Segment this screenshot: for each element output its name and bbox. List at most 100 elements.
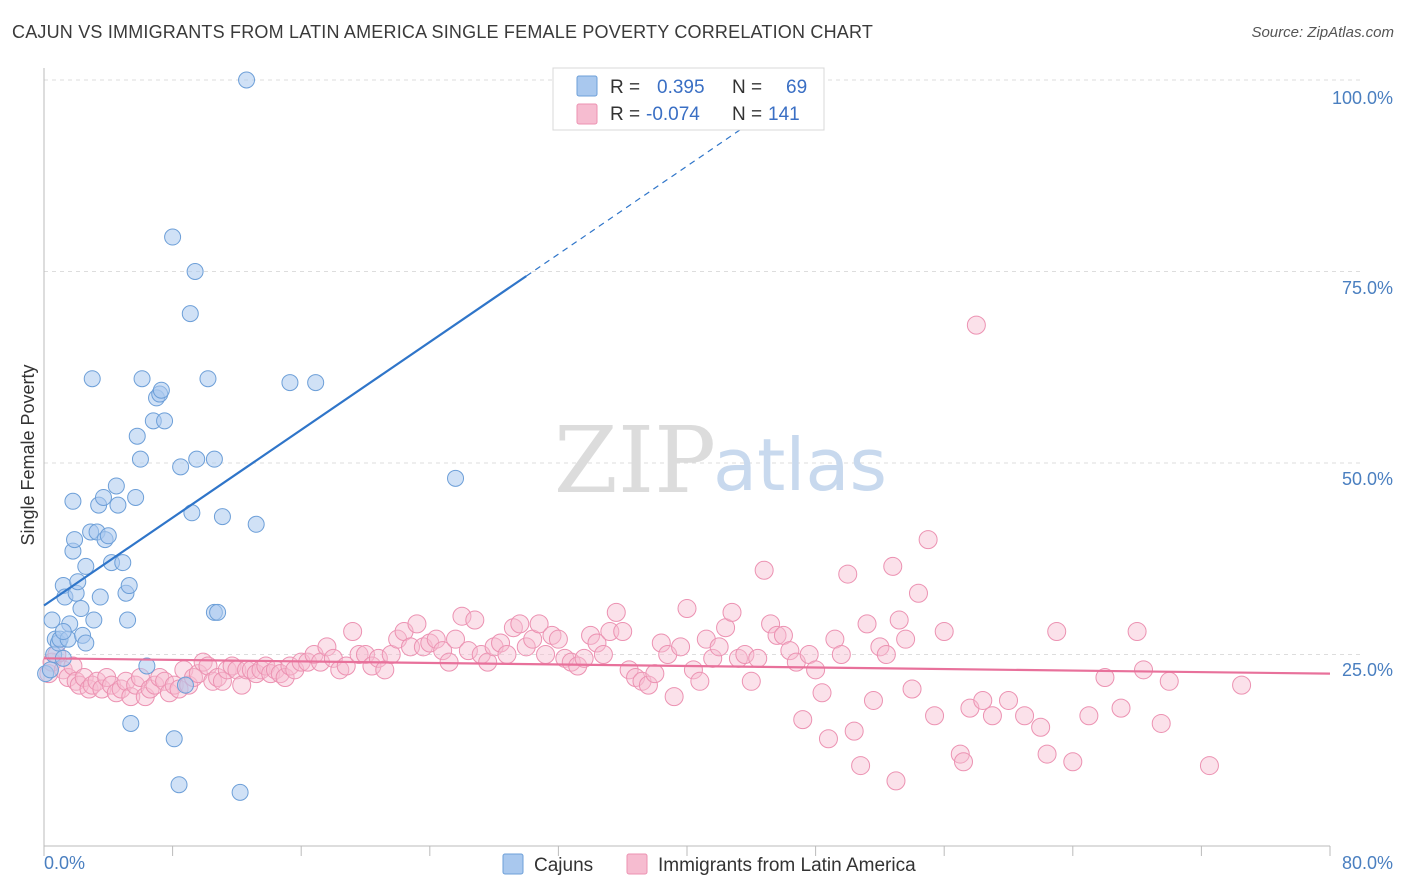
latin-point: [934, 622, 954, 642]
latin-point: [343, 622, 363, 642]
latin-point: [982, 706, 1002, 726]
y-tick-25: 25.0%: [1342, 660, 1393, 680]
latin-point: [950, 744, 970, 764]
cajun-point: [41, 661, 59, 679]
latin-point: [889, 610, 909, 630]
latin-point: [754, 560, 774, 580]
cajun-point: [91, 588, 109, 606]
chart-title: CAJUN VS IMMIGRANTS FROM LATIN AMERICA S…: [12, 22, 874, 42]
latin-point: [886, 771, 906, 791]
bottom-legend-label-latin: Immigrants from Latin America: [658, 855, 916, 876]
cajun-point: [188, 450, 206, 468]
legend-swatch-latin: [576, 103, 598, 125]
latin-point: [966, 315, 986, 335]
latin-point: [767, 625, 787, 645]
latin-point: [677, 599, 697, 619]
latin-point: [918, 530, 938, 550]
cajun-point: [77, 557, 95, 575]
correlation-legend: R = 0.395 N = 69 R = -0.074 N = 141: [552, 67, 825, 131]
x-tick-min: 0.0%: [44, 853, 85, 873]
watermark-atlas: atlas: [713, 423, 887, 507]
latin-point: [780, 641, 800, 661]
latin-point: [709, 637, 729, 657]
cajun-point: [77, 634, 95, 652]
series-latin-america: [39, 315, 1252, 791]
latin-point: [671, 637, 691, 657]
cajun-point: [122, 714, 140, 732]
legend-box: [552, 67, 825, 131]
cajun-point: [172, 458, 190, 476]
legend-r-value-1: 0.395: [657, 77, 705, 98]
latin-point: [426, 629, 446, 649]
latin-point: [902, 679, 922, 699]
latin-point: [574, 648, 594, 668]
cajun-point: [307, 374, 325, 392]
latin-point: [497, 645, 517, 664]
latin-trend-line: [43, 657, 1331, 675]
cajun-point: [114, 554, 132, 572]
latin-point: [516, 637, 536, 657]
latin-point: [510, 614, 530, 634]
legend-r-label-2: R =: [610, 104, 640, 125]
latin-point: [548, 629, 568, 649]
cajun-point: [231, 783, 249, 801]
latin-point: [407, 614, 427, 634]
cajun-point: [170, 776, 188, 794]
latin-point: [806, 660, 826, 680]
latin-point: [529, 614, 549, 634]
cajun-trend-line: [43, 275, 527, 607]
cajun-point: [199, 370, 217, 388]
latin-point: [664, 687, 684, 707]
latin-point: [638, 675, 658, 695]
cajun-point: [54, 623, 72, 641]
legend-r-value-2: -0.074: [646, 104, 700, 125]
cajun-point: [127, 488, 145, 506]
latin-point: [908, 583, 928, 603]
latin-point: [1037, 744, 1057, 764]
latin-point: [999, 690, 1018, 710]
latin-point: [606, 602, 626, 622]
latin-point: [1079, 706, 1099, 726]
watermark-zip: ZIP: [554, 407, 716, 514]
latin-point: [613, 622, 633, 642]
latin-point: [121, 687, 141, 707]
latin-point: [349, 645, 369, 664]
cajun-point: [152, 381, 170, 399]
latin-point: [1134, 660, 1154, 680]
latin-point: [92, 679, 112, 699]
cajun-point: [94, 488, 112, 506]
cajun-point: [205, 450, 223, 468]
legend-swatch-cajuns: [576, 75, 598, 97]
latin-point: [793, 710, 813, 730]
legend-n-value-2: 141: [768, 104, 800, 125]
bottom-legend-swatch-latin: [626, 853, 648, 875]
latin-point: [1095, 667, 1115, 687]
series-legend: Cajuns Immigrants from Latin America: [502, 853, 916, 876]
latin-point: [838, 564, 858, 584]
cajun-point: [72, 600, 90, 618]
latin-point: [446, 629, 466, 649]
latin-point: [761, 614, 781, 634]
y-tick-100: 100.0%: [1332, 88, 1393, 108]
latin-point: [973, 690, 993, 710]
watermark: ZIP atlas: [554, 407, 887, 514]
legend-n-value-1: 69: [786, 77, 807, 98]
cajun-point: [447, 469, 465, 487]
cajun-point: [209, 603, 227, 621]
latin-point: [452, 606, 472, 626]
cajun-point: [164, 228, 182, 246]
latin-point: [1232, 675, 1252, 695]
latin-point: [876, 645, 896, 664]
cajun-point: [238, 71, 256, 89]
latin-point: [1159, 671, 1179, 691]
cajun-point: [131, 450, 149, 468]
latin-point: [651, 633, 671, 653]
latin-point: [645, 664, 665, 684]
latin-point: [116, 671, 136, 691]
latin-point: [953, 752, 973, 772]
latin-point: [1031, 717, 1051, 737]
latin-point: [831, 645, 851, 664]
latin-point: [896, 629, 916, 649]
legend-r-label-1: R =: [610, 77, 640, 98]
y-tick-50: 50.0%: [1342, 469, 1393, 489]
